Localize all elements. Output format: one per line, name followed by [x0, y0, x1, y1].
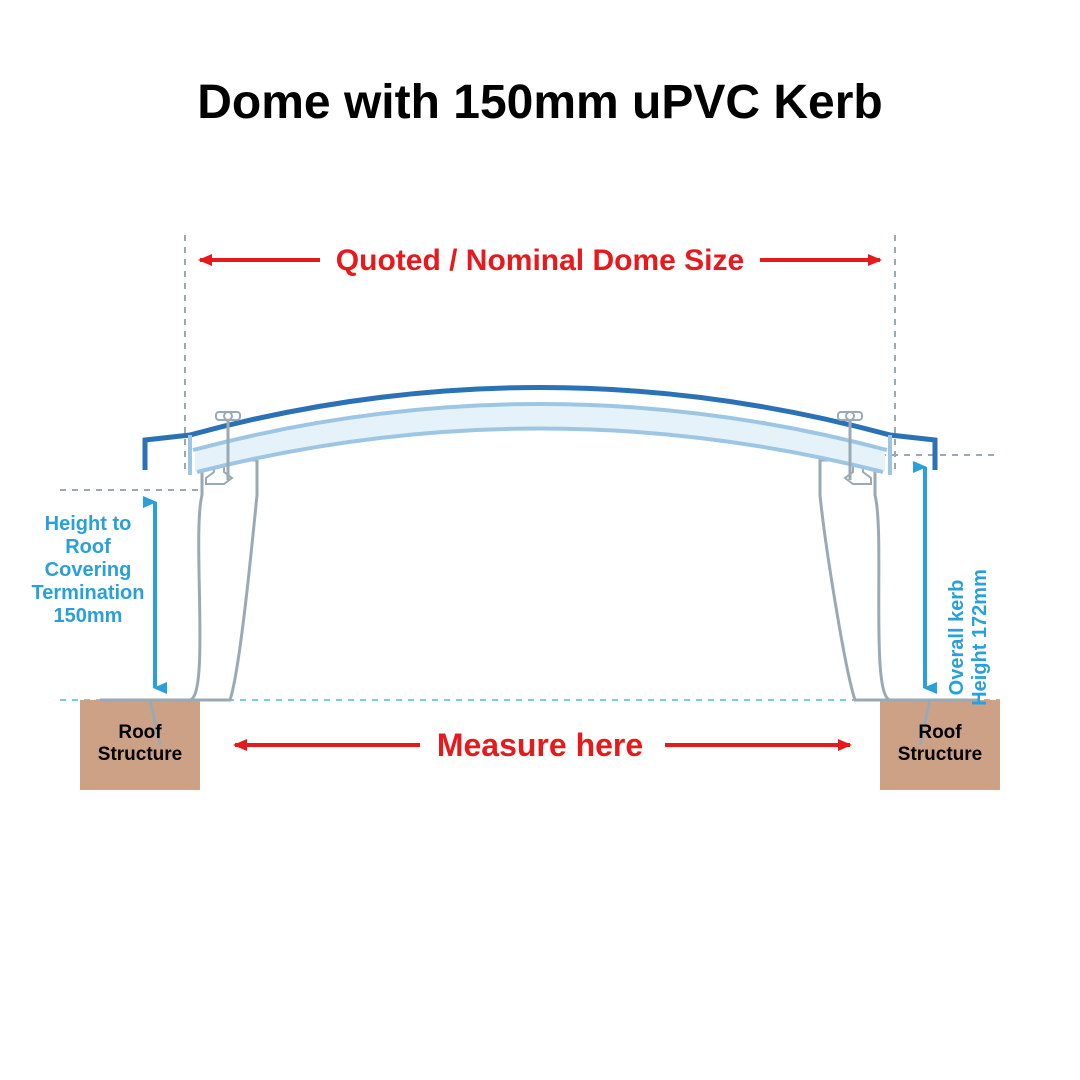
- label-height-left: Height toRoofCoveringTermination150mm: [32, 513, 145, 627]
- label-height-right: Overall kerbHeight 172mm: [946, 569, 991, 706]
- label-measure: Measure here: [437, 727, 643, 763]
- dome-diagram: Quoted / Nominal Dome Size Measure here He…: [0, 0, 1080, 1080]
- label-quoted: Quoted / Nominal Dome Size: [336, 244, 744, 277]
- dome-glazing-fill: [195, 405, 885, 472]
